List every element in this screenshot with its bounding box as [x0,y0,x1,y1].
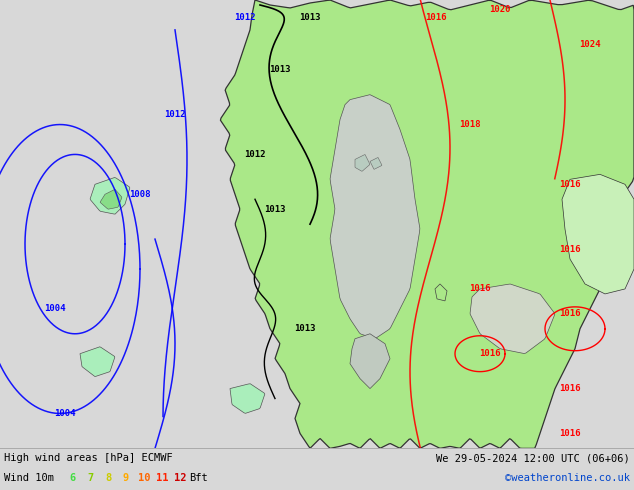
Text: 7: 7 [87,473,93,483]
Text: 1013: 1013 [294,324,316,333]
Text: 1024: 1024 [579,40,601,49]
Polygon shape [435,284,447,301]
Text: 12: 12 [174,473,186,483]
Text: 1016: 1016 [559,180,581,189]
Text: 1013: 1013 [264,205,286,214]
Text: 1008: 1008 [129,190,151,199]
Text: 1004: 1004 [44,304,66,314]
Polygon shape [100,190,122,209]
Text: 11: 11 [156,473,168,483]
Text: 1016: 1016 [559,429,581,438]
Polygon shape [562,174,634,294]
Polygon shape [90,177,130,214]
Text: 1012: 1012 [244,150,266,159]
Text: We 29-05-2024 12:00 UTC (06+06): We 29-05-2024 12:00 UTC (06+06) [436,453,630,463]
Text: 9: 9 [123,473,129,483]
Text: 1016: 1016 [559,384,581,393]
Text: 1013: 1013 [299,13,321,23]
Text: 6: 6 [69,473,75,483]
Polygon shape [350,334,390,389]
Polygon shape [330,95,420,339]
Polygon shape [230,384,265,413]
Text: 8: 8 [105,473,111,483]
Text: 1012: 1012 [164,110,186,119]
Text: ©weatheronline.co.uk: ©weatheronline.co.uk [505,473,630,483]
Text: 1016: 1016 [559,245,581,254]
Text: Wind 10m: Wind 10m [4,473,54,483]
Text: 1016: 1016 [479,349,501,358]
Text: 1013: 1013 [269,65,291,74]
Text: 1016: 1016 [469,284,491,294]
Polygon shape [355,155,370,171]
Text: 1012: 1012 [234,13,256,23]
Polygon shape [470,284,555,353]
Text: 10: 10 [138,473,150,483]
Text: 1016: 1016 [559,309,581,318]
Text: 1020: 1020 [489,5,511,15]
Text: High wind areas [hPa] ECMWF: High wind areas [hPa] ECMWF [4,453,172,463]
Polygon shape [221,0,634,448]
Text: Bft: Bft [189,473,207,483]
Text: 1004: 1004 [55,409,75,418]
Text: 1018: 1018 [459,120,481,129]
Polygon shape [80,347,115,376]
Text: 1016: 1016 [425,13,447,23]
Polygon shape [370,158,382,170]
